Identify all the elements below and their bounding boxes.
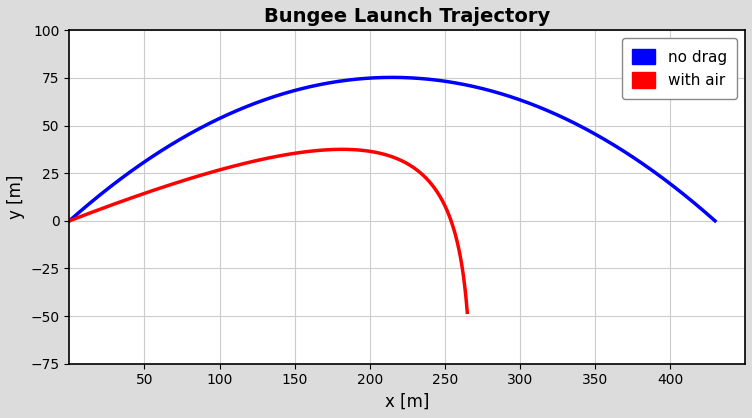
no drag <box>98 191 107 196</box>
with air <box>65 218 74 223</box>
no drag <box>711 218 720 223</box>
with air <box>459 278 468 283</box>
with air <box>220 166 229 171</box>
Title: Bungee Launch Trajectory: Bungee Launch Trajectory <box>264 7 550 26</box>
with air <box>338 147 347 152</box>
no drag <box>574 122 583 127</box>
no drag <box>692 202 701 207</box>
with air <box>159 184 168 189</box>
X-axis label: x [m]: x [m] <box>385 393 429 411</box>
Legend: no drag, with air: no drag, with air <box>622 38 738 99</box>
no drag <box>65 218 74 223</box>
Line: no drag: no drag <box>69 77 715 221</box>
no drag <box>362 76 371 81</box>
no drag <box>692 202 701 207</box>
no drag <box>379 75 388 80</box>
with air <box>441 203 450 208</box>
with air <box>450 230 459 235</box>
Y-axis label: y [m]: y [m] <box>7 175 25 219</box>
no drag <box>387 75 396 80</box>
with air <box>462 310 472 315</box>
with air <box>437 196 446 201</box>
Line: with air: with air <box>69 149 467 312</box>
